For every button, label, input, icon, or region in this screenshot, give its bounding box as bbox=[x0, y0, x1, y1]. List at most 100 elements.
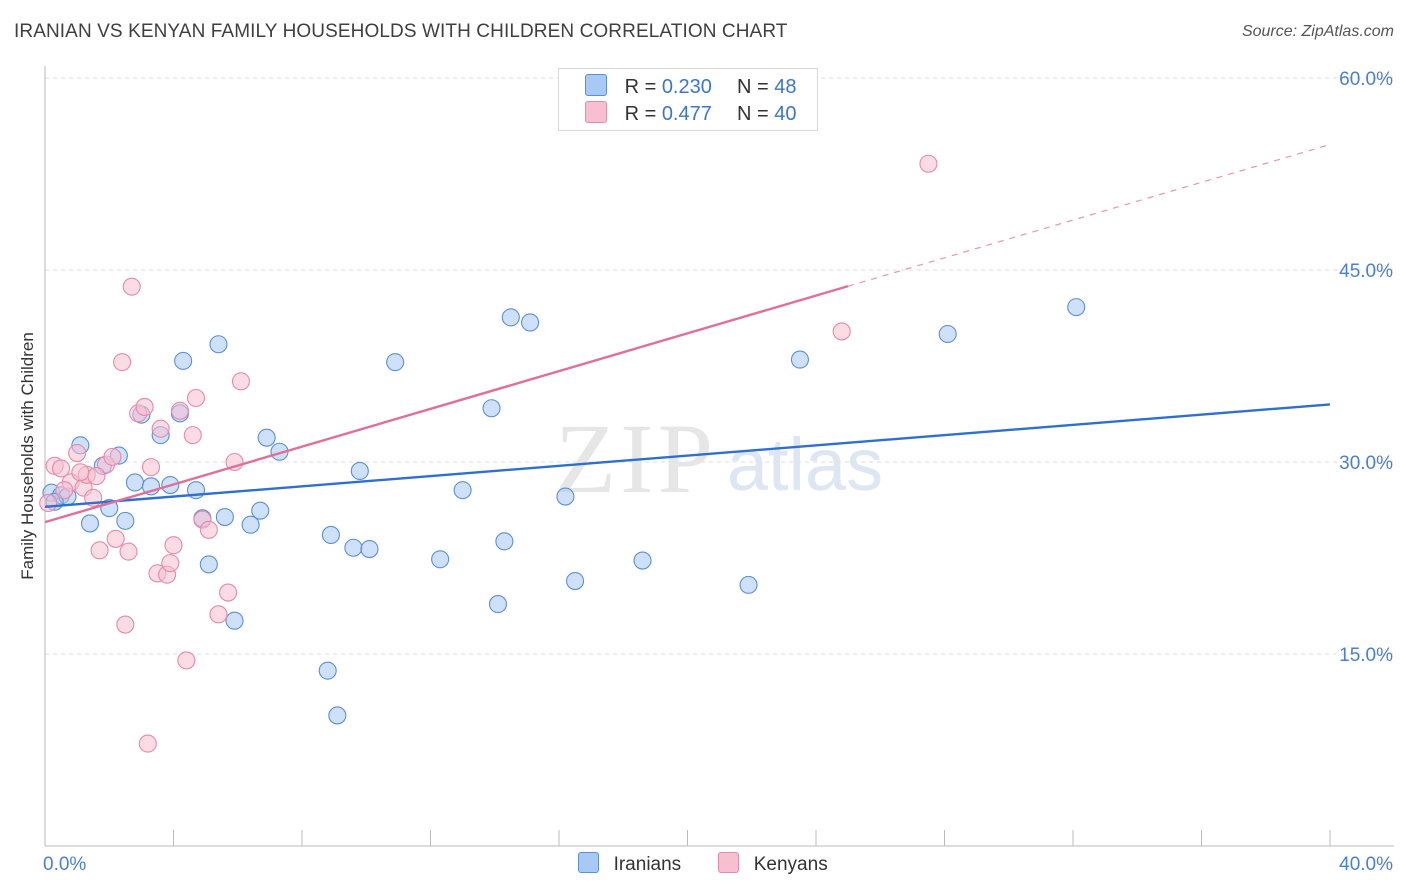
data-point bbox=[71, 463, 90, 482]
data-point bbox=[68, 443, 87, 463]
n-value: 48 bbox=[774, 76, 797, 98]
y-tick-label: 30.0% bbox=[1339, 453, 1393, 474]
series-legend: Iranians Kenyans bbox=[0, 852, 1406, 876]
legend-swatch-kenyans bbox=[718, 852, 740, 873]
data-point bbox=[215, 507, 234, 527]
data-point bbox=[151, 419, 170, 438]
data-point bbox=[199, 520, 218, 539]
data-point bbox=[90, 541, 109, 560]
legend-label-iranians: Iranians bbox=[613, 854, 682, 875]
data-point bbox=[521, 313, 540, 332]
data-point bbox=[116, 511, 135, 530]
data-point bbox=[135, 397, 154, 417]
data-point bbox=[231, 372, 251, 391]
legend-swatch-kenyans bbox=[585, 101, 607, 123]
data-point bbox=[164, 536, 183, 555]
data-point bbox=[141, 458, 161, 477]
data-point bbox=[344, 538, 363, 557]
data-point bbox=[113, 353, 132, 372]
correlation-legend: R = 0.230 N = 48 R = 0.477 N = 40 bbox=[558, 68, 818, 131]
data-point bbox=[241, 515, 260, 534]
data-point bbox=[501, 308, 520, 327]
data-point bbox=[495, 532, 514, 551]
data-point bbox=[790, 350, 809, 369]
legend-item-iranians[interactable]: Iranians bbox=[578, 852, 681, 876]
n-value: 40 bbox=[774, 103, 797, 125]
trend-lines bbox=[44, 143, 1331, 524]
data-points bbox=[39, 154, 1086, 753]
data-point bbox=[183, 426, 202, 445]
data-point bbox=[87, 467, 106, 486]
r-value: 0.230 bbox=[661, 76, 712, 98]
data-point bbox=[174, 351, 193, 370]
source-credit: Source: ZipAtlas.com bbox=[1241, 23, 1394, 40]
data-point bbox=[39, 493, 58, 513]
data-point bbox=[225, 611, 244, 630]
data-point bbox=[328, 706, 347, 725]
data-point bbox=[832, 322, 851, 341]
x-tick-label: 40.0% bbox=[1339, 854, 1393, 875]
legend-row-kenyans: R = 0.477 N = 40 bbox=[585, 101, 797, 125]
y-tick-label: 45.0% bbox=[1339, 261, 1393, 282]
legend-row-iranians: R = 0.230 N = 48 bbox=[585, 74, 797, 98]
watermark-atlas: atlas bbox=[727, 423, 883, 506]
data-point bbox=[431, 550, 450, 569]
chart-title: IRANIAN VS KENYAN FAMILY HOUSEHOLDS WITH… bbox=[14, 21, 788, 42]
r-value: 0.477 bbox=[661, 103, 712, 125]
data-point bbox=[556, 487, 575, 506]
data-point bbox=[257, 428, 276, 447]
watermark-zip: ZIP bbox=[555, 403, 717, 514]
data-point bbox=[453, 481, 472, 500]
data-point bbox=[488, 595, 508, 614]
data-point bbox=[739, 575, 758, 594]
data-point bbox=[938, 324, 957, 344]
y-tick-label: 15.0% bbox=[1339, 645, 1393, 666]
r-label: R = bbox=[624, 76, 657, 98]
data-point bbox=[633, 551, 652, 570]
watermark: ZIP atlas bbox=[555, 403, 883, 514]
legend-label-kenyans: Kenyans bbox=[753, 854, 828, 875]
data-point bbox=[199, 555, 218, 574]
data-point bbox=[138, 734, 157, 753]
data-point bbox=[177, 651, 196, 670]
x-tick-label: 0.0% bbox=[43, 854, 86, 875]
data-point bbox=[103, 447, 122, 466]
axes bbox=[44, 66, 1394, 847]
data-point bbox=[318, 661, 337, 680]
data-point bbox=[170, 401, 189, 420]
data-point bbox=[251, 501, 270, 520]
data-point bbox=[321, 525, 340, 545]
r-label: R = bbox=[624, 103, 657, 125]
data-point bbox=[125, 473, 144, 492]
series-kenyans bbox=[39, 154, 938, 753]
data-point bbox=[55, 481, 74, 500]
data-point bbox=[161, 554, 180, 573]
legend-swatch-iranians bbox=[585, 74, 607, 96]
data-point bbox=[119, 542, 138, 561]
tick-labels: 15.0% 30.0% 45.0% 60.0% 0.0% 40.0% bbox=[43, 69, 1393, 875]
data-point bbox=[566, 571, 585, 591]
data-point bbox=[122, 277, 141, 296]
n-label: N = bbox=[737, 76, 769, 98]
data-point bbox=[1067, 298, 1086, 317]
data-point bbox=[386, 353, 405, 372]
data-point bbox=[360, 539, 379, 559]
data-point bbox=[209, 605, 228, 624]
gridlines bbox=[45, 77, 1394, 655]
data-point bbox=[482, 399, 501, 418]
y-axis-label: Family Households with Children bbox=[18, 332, 37, 580]
data-point bbox=[80, 514, 100, 533]
data-point bbox=[350, 461, 369, 481]
legend-item-kenyans[interactable]: Kenyans bbox=[718, 852, 828, 876]
y-tick-label: 60.0% bbox=[1339, 69, 1393, 90]
data-point bbox=[219, 583, 238, 602]
data-point bbox=[52, 459, 71, 478]
legend-swatch-iranians bbox=[578, 852, 600, 873]
trend-line-kenyans bbox=[44, 285, 849, 524]
data-point bbox=[186, 388, 206, 408]
trend-line-iranians bbox=[44, 403, 1331, 508]
data-point bbox=[116, 615, 135, 634]
data-point bbox=[209, 335, 228, 354]
data-point bbox=[106, 529, 125, 548]
